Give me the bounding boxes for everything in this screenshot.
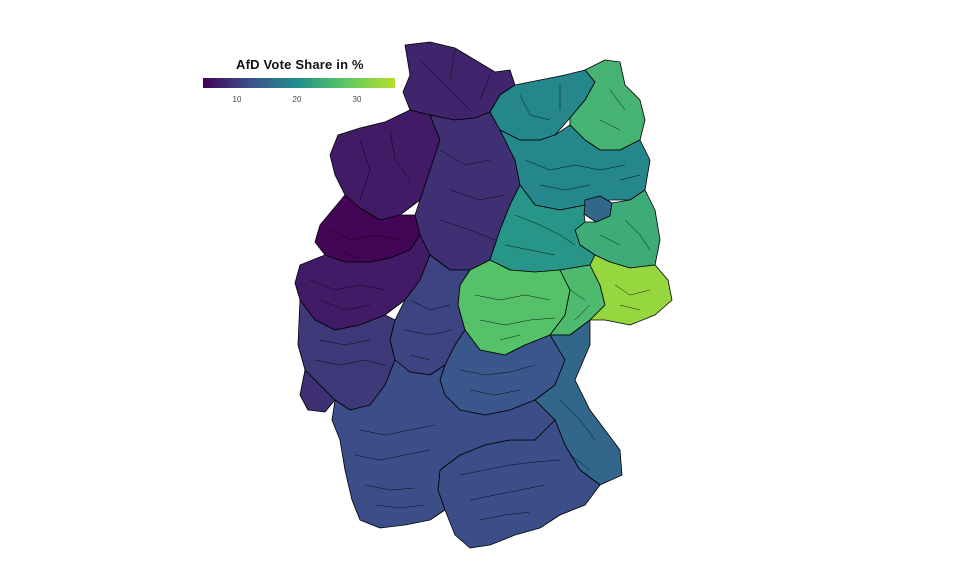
district-boundary: [309, 279, 386, 291]
district-boundary: [419, 59, 471, 111]
district-boundary: [524, 159, 626, 171]
district-boundary: [469, 484, 546, 501]
district-boundary: [314, 359, 386, 366]
district-boundary: [504, 244, 556, 256]
region-bayern-east: [534, 319, 623, 486]
district-boundary: [574, 304, 591, 321]
district-boundary: [619, 304, 641, 311]
district-boundary: [449, 49, 456, 81]
district-boundary: [359, 139, 371, 201]
district-boundary: [359, 424, 436, 436]
district-boundary: [539, 184, 591, 191]
legend-tick-label-10: 10: [232, 95, 242, 104]
district-boundary: [389, 129, 411, 181]
district-boundary: [499, 334, 521, 341]
district-boundary: [409, 354, 431, 361]
district-boundary: [409, 299, 451, 311]
district-boundary: [459, 364, 536, 376]
district-boundary: [474, 294, 551, 301]
district-boundary: [469, 389, 521, 396]
district-boundary: [609, 89, 626, 111]
legend-tick-label-30: 30: [352, 95, 362, 104]
district-boundary: [569, 289, 586, 301]
district-boundary: [339, 249, 356, 259]
district-boundary: [519, 94, 551, 121]
district-boundary: [319, 299, 371, 311]
district-boundary: [614, 284, 651, 296]
legend-tick-20: [297, 88, 298, 91]
district-boundary: [404, 329, 453, 336]
district-boundary: [514, 214, 576, 246]
district-boundary: [374, 504, 426, 509]
district-boundary: [479, 74, 491, 101]
district-boundary: [569, 454, 591, 471]
legend-tick-30: [357, 88, 358, 91]
legend-title: AfD Vote Share in %: [236, 57, 364, 72]
legend-tick-10: [237, 88, 238, 91]
region-sachsen-east: [589, 254, 673, 326]
district-boundary: [559, 399, 596, 441]
region-saarland: [299, 369, 336, 413]
district-boundary: [599, 234, 621, 246]
district-boundary: [439, 149, 491, 166]
district-boundary: [479, 511, 531, 521]
legend-tick-label-20: 20: [292, 95, 302, 104]
district-boundary: [599, 119, 621, 131]
district-boundary: [619, 174, 641, 181]
district-boundary: [439, 219, 496, 241]
district-boundary: [479, 317, 556, 326]
district-boundary: [624, 219, 651, 251]
district-boundary: [319, 339, 371, 346]
district-boundary: [459, 459, 561, 476]
legend-colorbar: [203, 78, 395, 88]
district-boundary: [329, 229, 401, 241]
region-baden-wuerttemberg: [331, 359, 556, 529]
district-boundary: [449, 189, 506, 201]
district-boundary: [364, 484, 416, 491]
district-boundary: [354, 449, 431, 461]
